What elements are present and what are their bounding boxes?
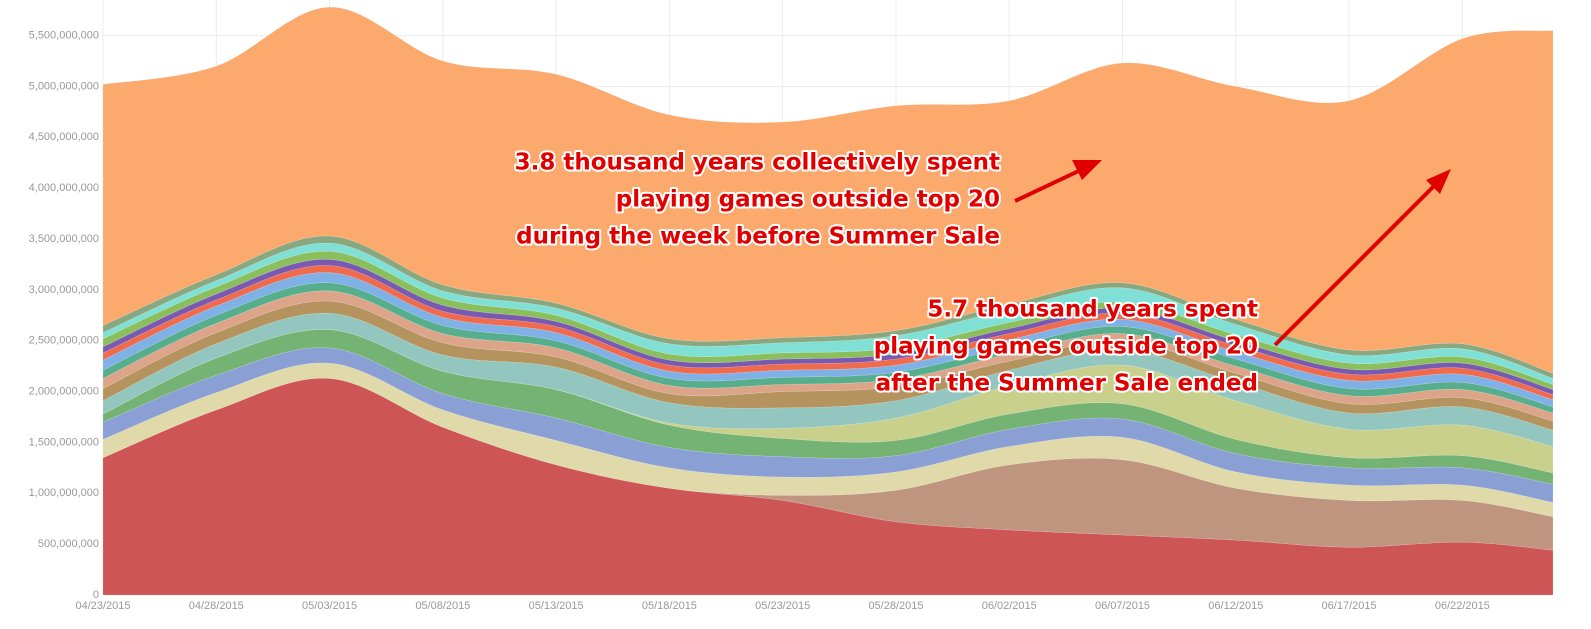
annotation: after the Summer Sale ended: [876, 371, 1258, 397]
y-tick-label: 5,500,000,000: [29, 30, 99, 42]
area: [102, 362, 1554, 517]
area: [102, 242, 1554, 385]
x-tick-label: 05/03/2015: [302, 600, 357, 612]
y-tick-label: 4,500,000,000: [29, 131, 99, 143]
x-tick-label: 06/12/2015: [1208, 600, 1263, 612]
annotation: playing games outside top 20: [874, 334, 1258, 360]
x-tick-label: 04/23/2015: [75, 600, 130, 612]
annotation: playing games outside top 20: [616, 187, 1000, 213]
y-tick-label: 5,000,000,000: [29, 80, 99, 92]
x-tick-label: 06/02/2015: [982, 600, 1037, 612]
y-tick-label: 2,500,000,000: [29, 335, 99, 347]
y-tick-label: 2,000,000,000: [29, 385, 99, 397]
arrow: [1273, 181, 1439, 347]
y-tick-label: 3,500,000,000: [29, 233, 99, 245]
y-tick-label: 3,000,000,000: [29, 284, 99, 296]
area: [102, 250, 1554, 390]
area: [102, 265, 1554, 401]
area: [102, 6, 1554, 374]
area: [102, 347, 1554, 503]
x-tick-label: 05/23/2015: [755, 600, 810, 612]
areas: [102, 6, 1554, 596]
annotation: during the week before Summer Sale: [516, 224, 1000, 250]
x-tick-label: 05/08/2015: [415, 600, 470, 612]
area: [102, 329, 1554, 474]
arrow-head: [1072, 160, 1102, 180]
x-tick-label: 05/13/2015: [529, 600, 584, 612]
annotation: 3.8 thousand years collectively spent: [515, 150, 1000, 176]
annotation: 5.7 thousand years spent: [927, 297, 1258, 323]
x-tick-label: 05/28/2015: [868, 600, 923, 612]
arrow-head: [1426, 169, 1451, 194]
x-tick-label: 04/28/2015: [189, 600, 244, 612]
x-tick-label: 05/18/2015: [642, 600, 697, 612]
area: [102, 272, 1554, 408]
area: [102, 259, 1554, 395]
labels: 0 500,000,000 1,000,000,000 1,500,000,000 2,…: [29, 30, 1490, 612]
area: [102, 282, 1554, 414]
y-tick-label: 0: [93, 589, 99, 601]
y-tick-label: 1,500,000,000: [29, 436, 99, 448]
x-tick-label: 06/07/2015: [1095, 600, 1150, 612]
area: [102, 235, 1554, 379]
y-tick-label: 1,000,000,000: [29, 487, 99, 499]
x-tick-label: 06/17/2015: [1322, 600, 1377, 612]
annotations: 3.8 thousand years collectively spent pla…: [513, 148, 1451, 399]
arrow: [1014, 166, 1086, 203]
y-tick-label: 500,000,000: [38, 538, 99, 550]
y-tick-label: 4,000,000,000: [29, 182, 99, 194]
x-tick-label: 06/22/2015: [1435, 600, 1490, 612]
area: [102, 290, 1554, 422]
